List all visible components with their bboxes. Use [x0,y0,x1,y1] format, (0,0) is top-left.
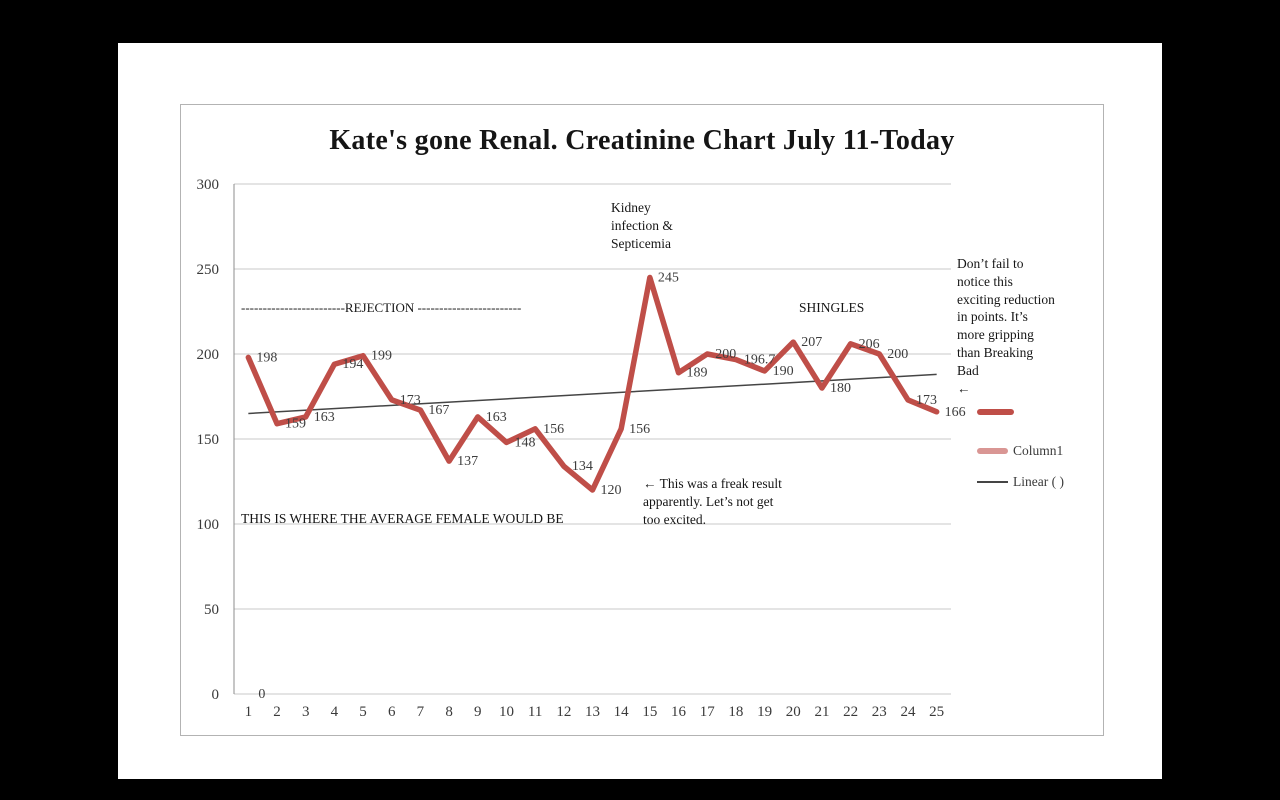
annotation-freak-result: ← This was a freak result apparently. Le… [643,476,782,527]
svg-text:159: 159 [285,417,306,432]
annotation-shingles: SHINGLES [799,300,865,315]
svg-text:150: 150 [197,432,220,448]
svg-text:19: 19 [757,704,772,720]
svg-text:163: 163 [486,410,507,425]
svg-text:190: 190 [773,364,794,379]
svg-text:134: 134 [572,459,593,474]
svg-text:207: 207 [801,335,822,350]
annotation-kidney-infection: Kidney infection & Septicemia [611,200,673,251]
svg-text:15: 15 [642,704,657,720]
svg-text:100: 100 [197,517,220,533]
linear-legend-swatch [977,481,1008,483]
svg-text:173: 173 [400,393,421,408]
svg-text:5: 5 [359,704,367,720]
series-legend-swatch [977,409,1014,415]
svg-text:9: 9 [474,704,482,720]
svg-text:163: 163 [314,410,335,425]
annotation-average-female: THIS IS WHERE THE AVERAGE FEMALE WOULD B… [241,511,564,526]
svg-text:200: 200 [197,347,220,363]
legend-item-column1: Column1 [977,443,1063,459]
chart: Kate's gone Renal. Creatinine Chart July… [180,104,1104,736]
legend-item-series [977,409,1019,415]
svg-text:6: 6 [388,704,396,720]
svg-text:17: 17 [700,704,716,720]
svg-text:2: 2 [273,704,281,720]
svg-text:245: 245 [658,271,679,286]
svg-text:11: 11 [528,704,542,720]
svg-text:50: 50 [204,602,219,618]
svg-text:194: 194 [342,357,363,372]
svg-text:156: 156 [629,422,650,437]
svg-text:167: 167 [428,403,449,418]
column1-legend-swatch [977,448,1008,454]
svg-text:300: 300 [197,177,220,193]
svg-text:173: 173 [916,393,937,408]
svg-text:206: 206 [859,337,880,352]
column1-legend-label: Column1 [1013,443,1064,458]
svg-text:12: 12 [556,704,571,720]
svg-text:120: 120 [601,483,622,498]
svg-text:198: 198 [256,350,277,365]
svg-text:137: 137 [457,454,478,469]
svg-text:24: 24 [900,704,916,720]
svg-text:200: 200 [715,347,736,362]
svg-text:20: 20 [786,704,801,720]
svg-text:0: 0 [212,687,220,703]
slide: Kate's gone Renal. Creatinine Chart July… [118,43,1162,779]
svg-text:200: 200 [887,347,908,362]
chart-title: Kate's gone Renal. Creatinine Chart July… [329,125,955,156]
svg-text:3: 3 [302,704,310,720]
svg-text:1: 1 [245,704,253,720]
svg-text:7: 7 [417,704,425,720]
svg-text:14: 14 [614,704,630,720]
svg-text:18: 18 [728,704,743,720]
svg-text:156: 156 [543,422,564,437]
svg-text:22: 22 [843,704,858,720]
annotation-rejection: ------------------------REJECTION ------… [241,300,522,315]
svg-text:199: 199 [371,349,392,364]
svg-text:166: 166 [945,405,966,420]
svg-text:8: 8 [445,704,453,720]
svg-text:4: 4 [331,704,339,720]
svg-text:189: 189 [687,366,708,381]
svg-text:196.7: 196.7 [744,353,776,368]
svg-text:250: 250 [197,262,220,278]
annotation-exciting-reduction: Don’t fail to notice this exciting reduc… [957,256,1055,396]
svg-text:21: 21 [814,704,829,720]
svg-text:23: 23 [872,704,887,720]
linear-legend-label: Linear ( ) [1013,474,1064,489]
svg-text:16: 16 [671,704,687,720]
svg-text:25: 25 [929,704,944,720]
legend-item-linear: Linear ( ) [977,474,1064,490]
svg-text:148: 148 [514,435,535,450]
svg-text:0: 0 [258,687,265,702]
svg-text:10: 10 [499,704,514,720]
svg-text:180: 180 [830,381,851,396]
svg-text:13: 13 [585,704,600,720]
